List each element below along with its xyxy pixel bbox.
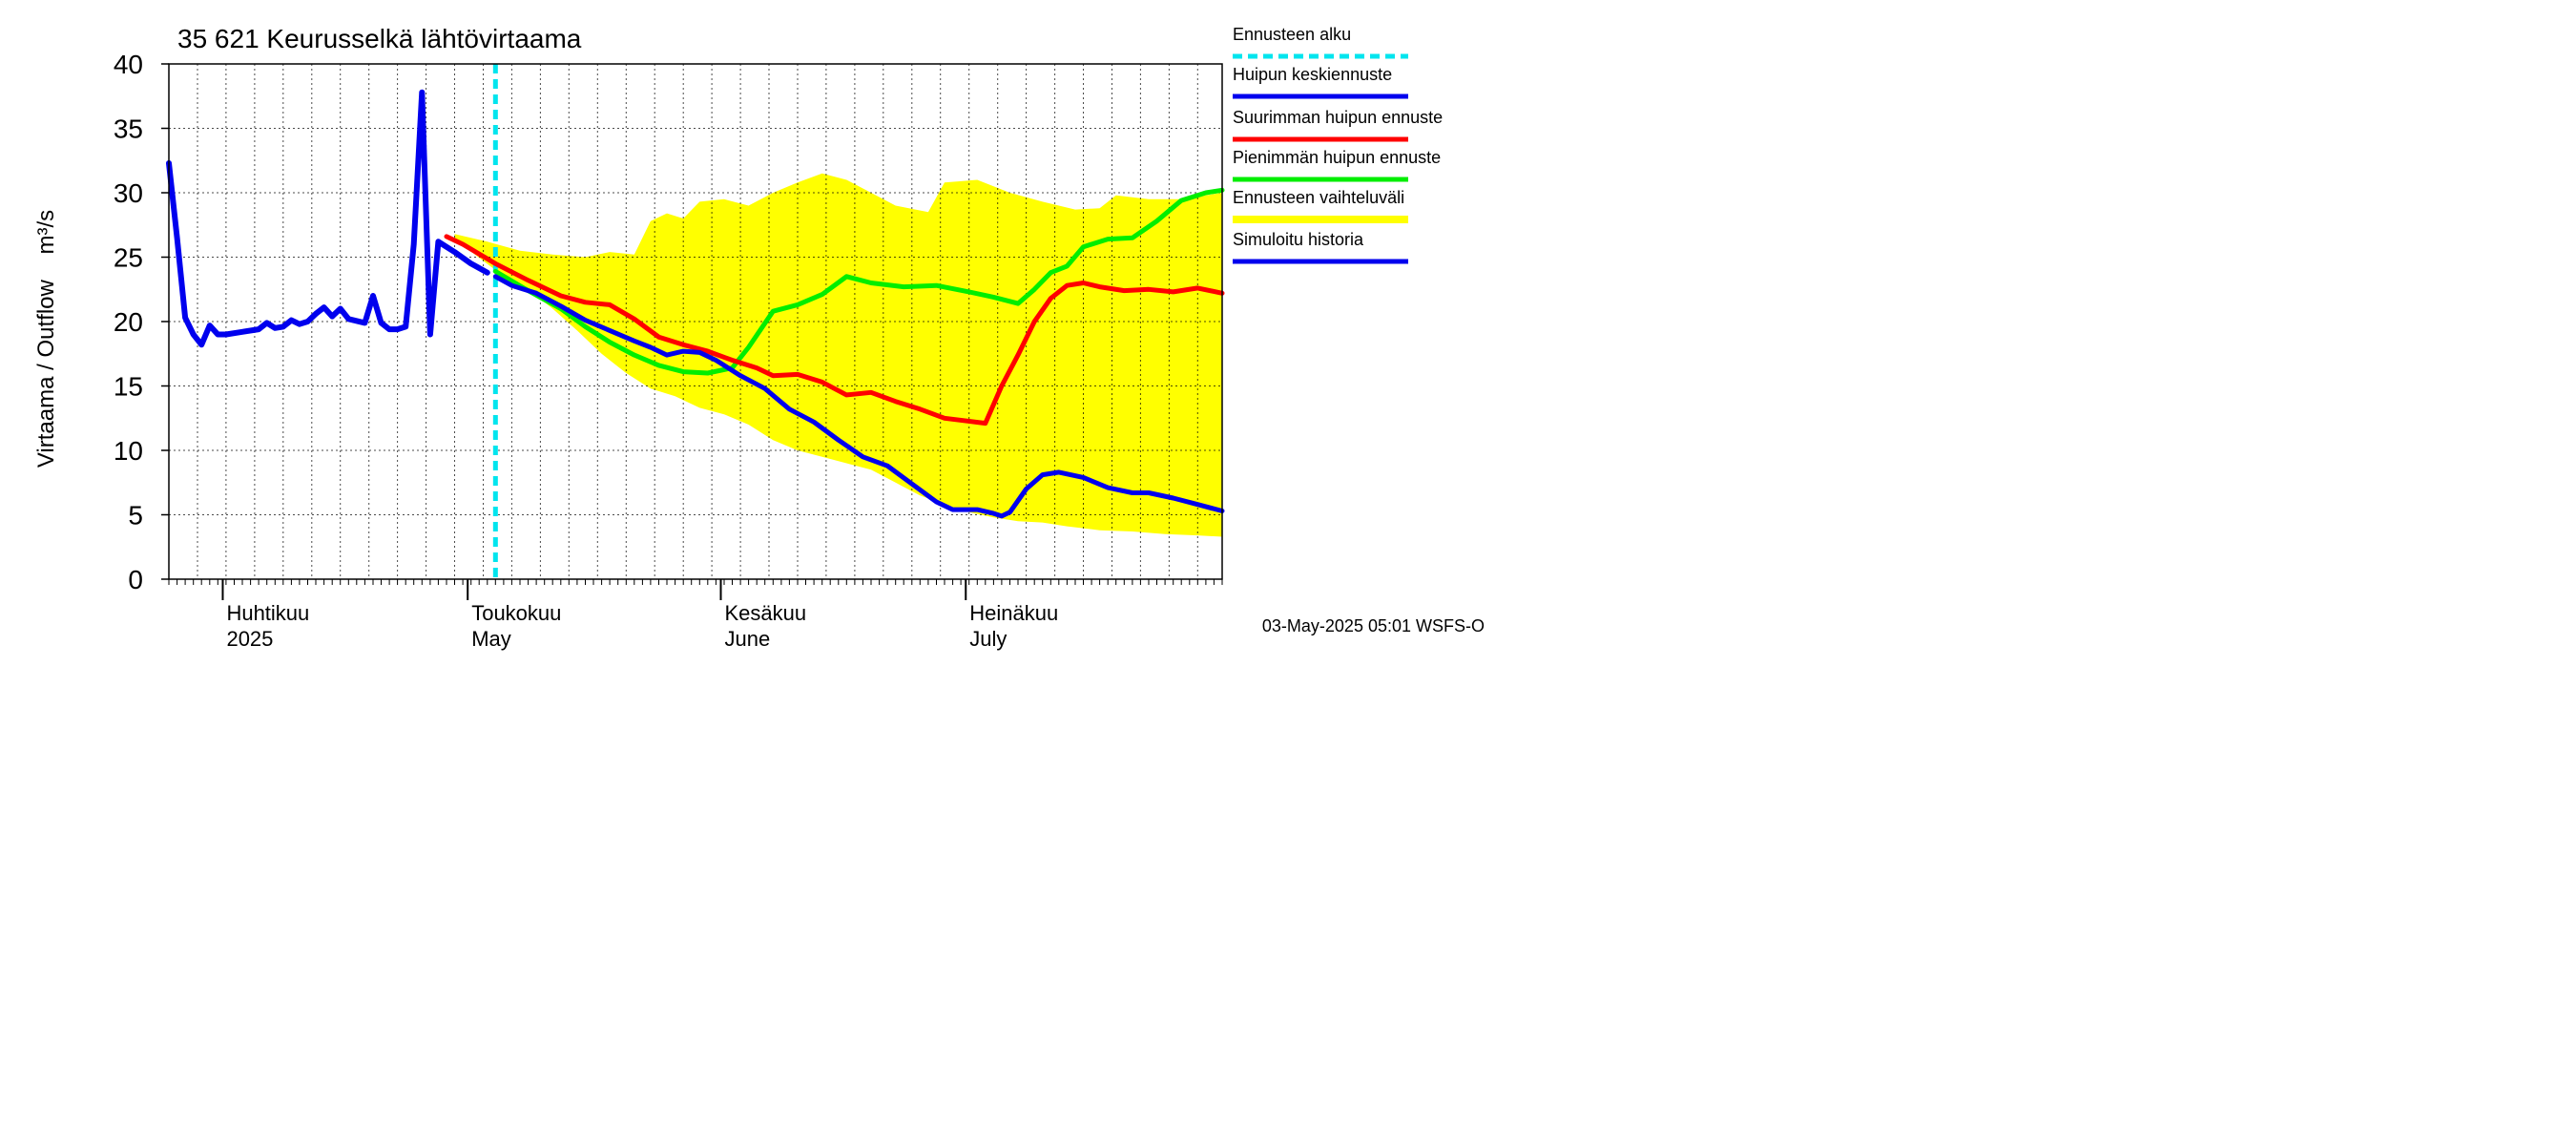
y-tick-label: 10: [114, 436, 143, 466]
y-tick-label: 30: [114, 178, 143, 208]
x-month-sublabel: May: [471, 627, 511, 651]
y-tick-label: 40: [114, 50, 143, 79]
y-axis-label: Virtaama / Outflow m³/s: [33, 210, 59, 468]
series-line-min_peak: [492, 187, 1225, 376]
legend-label: Pienimmän huipun ennuste: [1233, 148, 1441, 167]
x-month-sublabel: June: [725, 627, 771, 651]
legend-label: Simuloitu historia: [1233, 230, 1364, 249]
x-month-label: Heinäkuu: [969, 601, 1058, 625]
series-line-max_peak: [444, 234, 1225, 427]
legend-label: Ennusteen alku: [1233, 25, 1351, 44]
chart-title: 35 621 Keurusselkä lähtövirtaama: [177, 24, 582, 53]
forecast-range-band: [454, 173, 1222, 537]
series-layer: [166, 64, 1225, 579]
legend-item-forecast_start: Ennusteen alku: [1233, 25, 1408, 59]
series-line-history: [166, 89, 490, 348]
axes-layer: 0510152025303540Huhtikuu2025ToukokuuMayK…: [114, 50, 1223, 651]
legend-item-history: Simuloitu historia: [1233, 230, 1408, 264]
x-month-label: Toukokuu: [471, 601, 561, 625]
forecast-range-layer: [454, 173, 1222, 537]
legend-item-min_peak: Pienimmän huipun ennuste: [1233, 148, 1441, 182]
x-month-sublabel: July: [969, 627, 1007, 651]
y-tick-label: 0: [128, 565, 143, 594]
x-month-label: Huhtikuu: [226, 601, 309, 625]
chart: 0510152025303540Huhtikuu2025ToukokuuMayK…: [0, 0, 1488, 661]
legend-item-range: Ennusteen vaihteluväli: [1233, 188, 1408, 223]
legend-item-mean_peak: Huipun keskiennuste: [1233, 65, 1408, 99]
legend-label: Ennusteen vaihteluväli: [1233, 188, 1404, 207]
footer-timestamp: 03-May-2025 05:01 WSFS-O: [1262, 616, 1485, 635]
y-tick-label: 15: [114, 372, 143, 402]
legend-item-max_peak: Suurimman huipun ennuste: [1233, 108, 1443, 142]
x-month-label: Kesäkuu: [725, 601, 807, 625]
legend-label: Suurimman huipun ennuste: [1233, 108, 1443, 127]
x-month-sublabel: 2025: [226, 627, 273, 651]
series-line-mean_peak: [492, 274, 1225, 519]
legend: Ennusteen alku Huipun keskiennuste Suurimm…: [1233, 25, 1443, 264]
y-tick-label: 5: [128, 501, 143, 531]
y-tick-label: 20: [114, 307, 143, 337]
legend-label: Huipun keskiennuste: [1233, 65, 1392, 84]
y-tick-label: 35: [114, 114, 143, 144]
y-tick-label: 25: [114, 243, 143, 273]
